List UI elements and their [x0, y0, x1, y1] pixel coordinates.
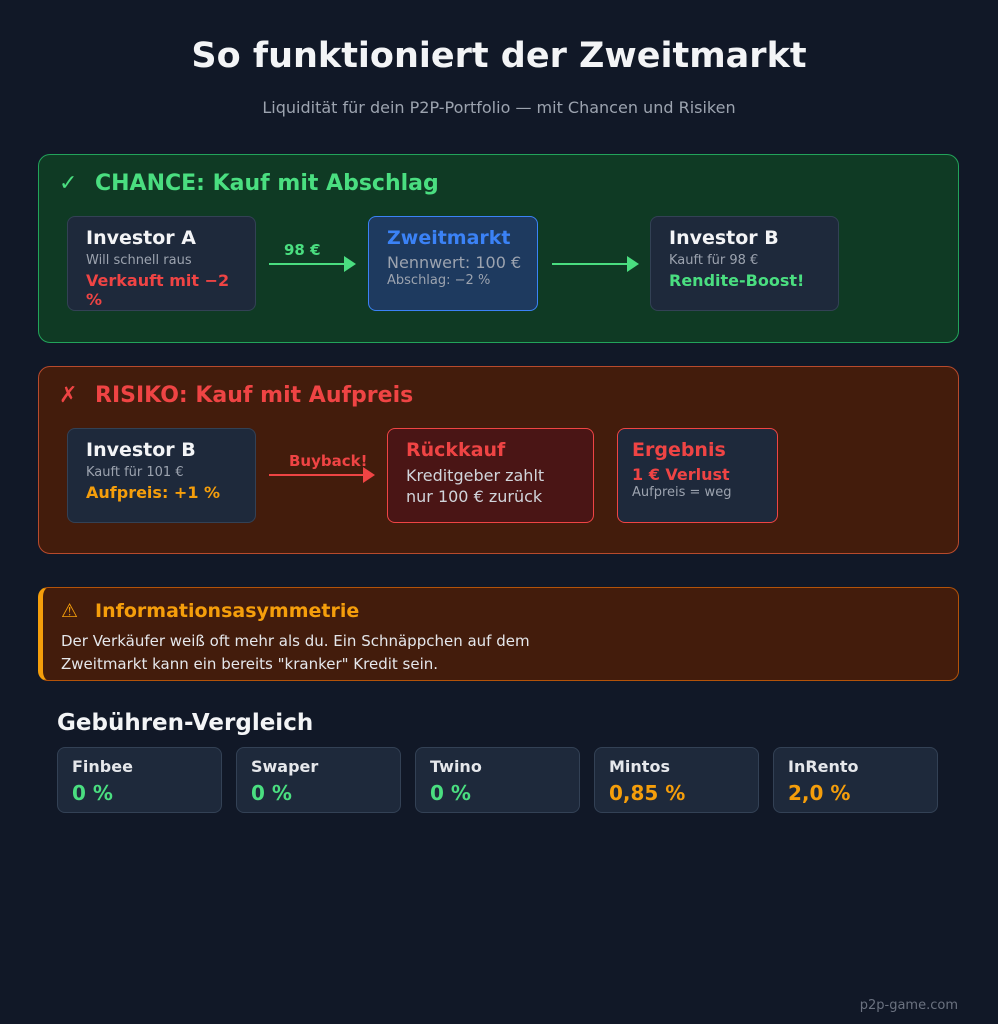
information-asymmetry-box: ⚠ Informationsasymmetrie Der Verkäufer we…: [38, 587, 959, 681]
buyback-line-1: Kreditgeber zahlt: [406, 466, 545, 485]
fee-value: 0 %: [430, 781, 471, 805]
chance-buyer-title: Investor B: [669, 227, 779, 249]
warning-icon: ⚠: [61, 600, 79, 622]
warning-heading: ⚠ Informationsasymmetrie: [61, 600, 359, 622]
chance-arrow-1: [269, 256, 356, 272]
fee-card-inrento: InRento 2,0 %: [773, 747, 938, 813]
chance-buyer-sub: Kauft für 98 €: [669, 253, 759, 268]
risk-heading: ✗ RISIKO: Kauf mit Aufpreis: [59, 383, 413, 408]
chance-buyer-box: Investor B Kauft für 98 € Rendite-Boost!: [650, 216, 839, 311]
fee-card-finbee: Finbee 0 %: [57, 747, 222, 813]
risk-arrow: [269, 467, 375, 483]
zweitmarkt-discount: Abschlag: −2 %: [387, 273, 491, 288]
fee-card-mintos: Mintos 0,85 %: [594, 747, 759, 813]
chance-seller-title: Investor A: [86, 227, 197, 249]
fees-title: Gebühren-Vergleich: [57, 710, 314, 736]
page-title: So funktioniert der Zweitmarkt: [191, 36, 807, 76]
result-title: Ergebnis: [632, 439, 726, 461]
fee-card-twino: Twino 0 %: [415, 747, 580, 813]
chance-panel: ✓ CHANCE: Kauf mit Abschlag Investor A Wi…: [38, 154, 959, 343]
fee-name: Mintos: [609, 757, 670, 776]
chance-arrow-2: [552, 256, 639, 272]
risk-arrow-label: Buyback!: [289, 452, 368, 470]
warning-line-1: Der Verkäufer weiß oft mehr als du. Ein …: [61, 632, 530, 650]
fee-card-swaper: Swaper 0 %: [236, 747, 401, 813]
zweitmarkt-nominal: Nennwert: 100 €: [387, 253, 522, 272]
buyback-box: Rückkauf Kreditgeber zahlt nur 100 € zur…: [387, 428, 594, 523]
risk-buyer-box: Investor B Kauft für 101 € Aufpreis: +1 …: [67, 428, 256, 523]
chance-arrow-label: 98 €: [284, 241, 321, 259]
chance-buyer-value: Rendite-Boost!: [669, 271, 805, 290]
fee-value: 0,85 %: [609, 781, 686, 805]
chance-seller-sub: Will schnell raus: [86, 253, 192, 268]
risk-buyer-title: Investor B: [86, 439, 196, 461]
risk-buyer-sub: Kauft für 101 €: [86, 465, 184, 480]
warning-line-2: Zweitmarkt kann ein bereits "kranker" Kr…: [61, 655, 439, 673]
risk-panel: ✗ RISIKO: Kauf mit Aufpreis Investor B Ka…: [38, 366, 959, 554]
fee-value: 0 %: [251, 781, 292, 805]
zweitmarkt-box: Zweitmarkt Nennwert: 100 € Abschlag: −2 …: [368, 216, 538, 311]
zweitmarkt-title: Zweitmarkt: [387, 227, 511, 249]
footer-link[interactable]: p2p-game.com: [859, 998, 958, 1013]
chance-heading: ✓ CHANCE: Kauf mit Abschlag: [59, 171, 439, 196]
risk-heading-text: RISIKO: Kauf mit Aufpreis: [95, 383, 414, 408]
result-box: Ergebnis 1 € Verlust Aufpreis = weg: [617, 428, 778, 523]
chance-seller-value: Verkauft mit −2 %: [86, 271, 230, 309]
warning-heading-text: Informationsasymmetrie: [95, 600, 360, 622]
result-value: 1 € Verlust: [632, 465, 730, 484]
cross-icon: ✗: [59, 383, 78, 408]
buyback-line-2: nur 100 € zurück: [406, 487, 543, 506]
fee-value: 2,0 %: [788, 781, 851, 805]
buyback-title: Rückkauf: [406, 439, 506, 461]
fee-name: Finbee: [72, 757, 133, 776]
fee-name: InRento: [788, 757, 859, 776]
result-sub: Aufpreis = weg: [632, 485, 732, 500]
risk-buyer-value: Aufpreis: +1 %: [86, 483, 221, 502]
fee-name: Twino: [430, 757, 482, 776]
fee-name: Swaper: [251, 757, 319, 776]
check-icon: ✓: [59, 171, 78, 196]
chance-heading-text: CHANCE: Kauf mit Abschlag: [95, 171, 439, 196]
fee-value: 0 %: [72, 781, 113, 805]
chance-seller-box: Investor A Will schnell raus Verkauft mi…: [67, 216, 256, 311]
warning-text: Der Verkäufer weiß oft mehr als du. Ein …: [61, 630, 661, 676]
page-subtitle: Liquidität für dein P2P-Portfolio — mit …: [262, 98, 736, 117]
